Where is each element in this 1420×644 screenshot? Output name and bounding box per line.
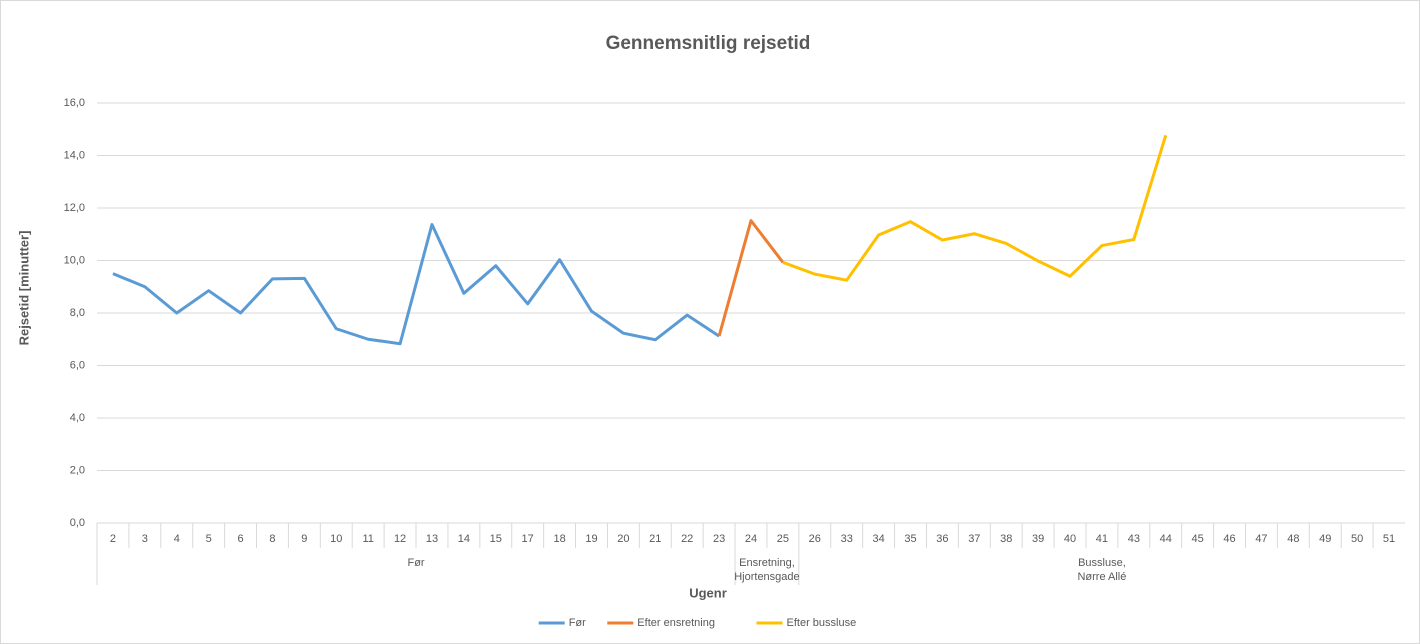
y-axis-title: Rejsetid [minutter] (16, 231, 31, 346)
y-tick-label: 0,0 (70, 517, 85, 529)
x-tick-label: 43 (1128, 533, 1140, 545)
x-tick-label: 41 (1096, 533, 1108, 545)
x-tick-label: 36 (936, 533, 948, 545)
x-axis-title: Ugenr (689, 585, 727, 600)
series-line (782, 134, 1168, 282)
x-tick-label: 21 (649, 533, 661, 545)
y-tick-label: 4,0 (70, 412, 85, 424)
group-label: Hjortensgade (734, 571, 799, 583)
x-tick-label: 23 (713, 533, 725, 545)
x-tick-label: 18 (553, 533, 565, 545)
x-tick-label: 24 (745, 533, 757, 545)
x-tick-label: 50 (1351, 533, 1363, 545)
x-tick-label: 26 (809, 533, 821, 545)
y-tick-label: 14,0 (64, 149, 85, 161)
group-label: Før (407, 557, 424, 569)
x-tick-label: 35 (904, 533, 916, 545)
x-tick-label: 22 (681, 533, 693, 545)
y-tick-label: 10,0 (64, 254, 85, 266)
x-tick-label: 17 (522, 533, 534, 545)
x-tick-label: 37 (968, 533, 980, 545)
y-tick-label: 2,0 (70, 464, 85, 476)
x-tick-label: 46 (1223, 533, 1235, 545)
chart-title: Gennemsnitlig rejsetid (606, 33, 811, 54)
group-label: Nørre Allé (1077, 571, 1126, 583)
x-tick-label: 45 (1192, 533, 1204, 545)
x-tick-label: 12 (394, 533, 406, 545)
x-tick-label: 51 (1383, 533, 1395, 545)
x-tick-label: 9 (301, 533, 307, 545)
series-line (112, 223, 720, 346)
x-tick-label: 3 (142, 533, 148, 545)
series-line (717, 219, 785, 337)
x-tick-label: 47 (1255, 533, 1267, 545)
x-tick-label: 38 (1000, 533, 1012, 545)
y-tick-label: 16,0 (64, 97, 85, 109)
x-tick-label: 15 (490, 533, 502, 545)
x-tick-label: 8 (269, 533, 275, 545)
group-label: Bussluse, (1078, 557, 1126, 569)
x-tick-label: 39 (1032, 533, 1044, 545)
legend-label: Efter bussluse (787, 617, 857, 629)
x-tick-label: 48 (1287, 533, 1299, 545)
x-tick-label: 4 (174, 533, 180, 545)
x-tick-label: 44 (1160, 533, 1172, 545)
x-tick-label: 19 (585, 533, 597, 545)
y-tick-label: 8,0 (70, 307, 85, 319)
y-tick-label: 6,0 (70, 359, 85, 371)
x-tick-label: 34 (872, 533, 884, 545)
x-tick-label: 40 (1064, 533, 1076, 545)
x-tick-label: 25 (777, 533, 789, 545)
x-tick-label: 33 (841, 533, 853, 545)
x-tick-label: 13 (426, 533, 438, 545)
x-tick-label: 11 (362, 533, 373, 545)
legend-label: Før (569, 617, 586, 629)
x-tick-label: 5 (206, 533, 212, 545)
x-tick-label: 14 (458, 533, 470, 545)
x-tick-label: 49 (1319, 533, 1331, 545)
y-tick-label: 12,0 (64, 202, 85, 214)
group-label: Ensretning, (739, 557, 795, 569)
x-tick-label: 2 (110, 533, 116, 545)
legend-label: Efter ensretning (637, 617, 715, 629)
x-tick-label: 6 (237, 533, 243, 545)
x-tick-label: 10 (330, 533, 342, 545)
x-tick-label: 20 (617, 533, 629, 545)
